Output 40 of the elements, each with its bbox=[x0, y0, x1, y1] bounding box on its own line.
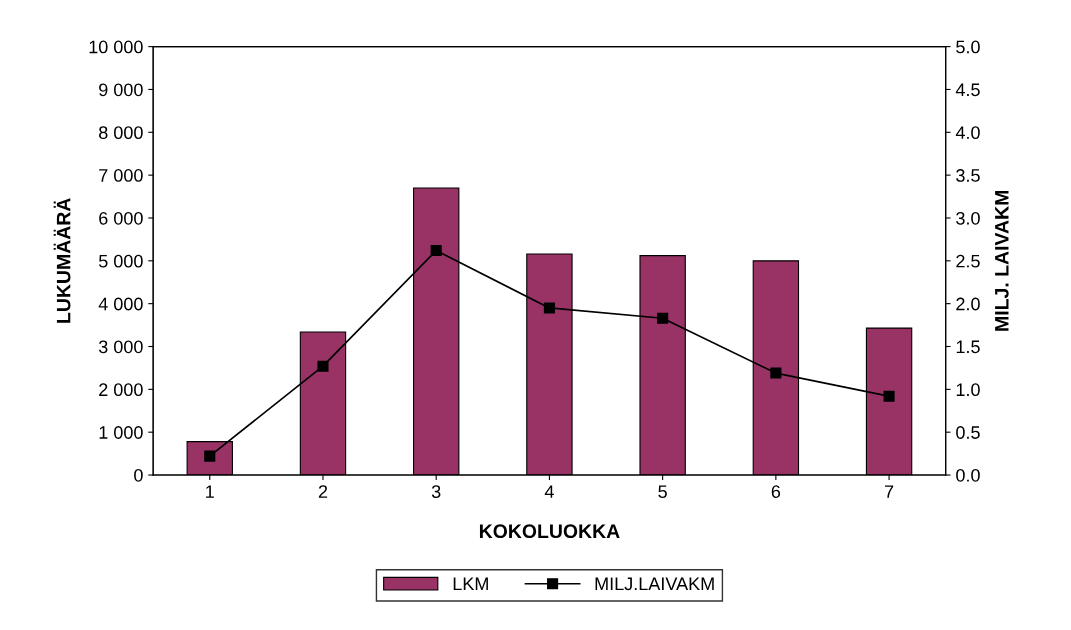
x-tick-label: 6 bbox=[771, 485, 781, 498]
y2-tick-label: 2.0 bbox=[956, 297, 980, 311]
y-axis-title: LUKUMÄÄRÄ bbox=[53, 198, 71, 323]
y-tick-label: 6 000 bbox=[99, 211, 143, 225]
x-tick-label: 2 bbox=[318, 485, 328, 498]
y-tick-label: 4 000 bbox=[98, 297, 143, 311]
x-tick-label: 5 bbox=[658, 485, 667, 498]
point bbox=[770, 367, 782, 379]
x-tick-label: 3 bbox=[431, 485, 441, 498]
x-tick-label: 4 bbox=[544, 485, 554, 498]
y2-tick-label: 0.5 bbox=[956, 426, 980, 439]
point bbox=[317, 360, 329, 372]
y2-tick-label: 3.0 bbox=[956, 211, 980, 225]
x-axis-title: KOKOLUOKKA bbox=[479, 524, 620, 539]
y-tick-label: 10 000 bbox=[89, 40, 143, 54]
y-tick-label: 3 000 bbox=[98, 340, 143, 354]
y2-tick-label: 1.0 bbox=[956, 383, 980, 397]
y-tick-label: 2 000 bbox=[99, 383, 143, 397]
y2-axis-title: MILJ. LAIVAKM bbox=[995, 191, 1009, 331]
y2-tick-label: 2.5 bbox=[956, 254, 980, 268]
y2-tick-label: 3.5 bbox=[956, 169, 980, 182]
y2-tick-label: 0.0 bbox=[956, 468, 980, 482]
y2-tick-label: 4.0 bbox=[955, 126, 980, 140]
legend-label: MILJ.LAIVAKM bbox=[595, 577, 714, 591]
y-tick-label: 9 000 bbox=[99, 83, 143, 97]
y-tick-label: 8 000 bbox=[99, 126, 143, 140]
y2-tick-label: 1.5 bbox=[956, 340, 980, 354]
y-tick-label: 5 000 bbox=[98, 254, 143, 268]
point bbox=[430, 244, 442, 257]
x-tick-label: 1 bbox=[206, 485, 214, 498]
y-tick-label: 7 000 bbox=[99, 169, 143, 182]
point bbox=[657, 312, 669, 324]
y-tick-label: 0 bbox=[134, 468, 143, 482]
x-tick-label: 7 bbox=[884, 485, 894, 498]
y2-tick-label: 4.5 bbox=[955, 83, 980, 97]
point bbox=[543, 302, 555, 314]
legend-label: LKM bbox=[453, 577, 488, 591]
point bbox=[883, 390, 895, 402]
y2-tick-label: 5.0 bbox=[956, 40, 980, 54]
y-tick-label: 1 000 bbox=[99, 426, 143, 439]
